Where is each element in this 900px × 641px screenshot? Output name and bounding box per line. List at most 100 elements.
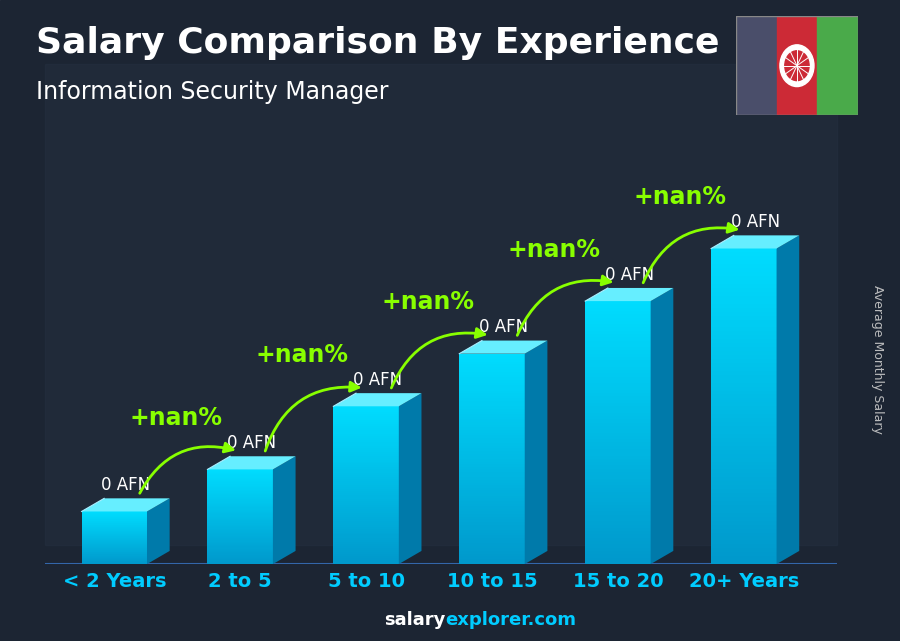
Bar: [711, 355, 777, 359]
Bar: [333, 449, 399, 452]
Text: salary: salary: [384, 612, 446, 629]
Bar: [711, 524, 777, 529]
Bar: [82, 537, 147, 538]
Bar: [585, 445, 651, 449]
Bar: [585, 515, 651, 518]
Bar: [459, 530, 525, 533]
Bar: [207, 558, 273, 560]
Bar: [585, 558, 651, 561]
Bar: [585, 492, 651, 495]
Bar: [817, 16, 858, 115]
Bar: [459, 559, 525, 562]
Bar: [207, 486, 273, 487]
Bar: [82, 520, 147, 521]
Bar: [333, 560, 399, 562]
Bar: [711, 537, 777, 540]
Bar: [333, 414, 399, 416]
Bar: [82, 562, 147, 563]
Text: Salary Comparison By Experience: Salary Comparison By Experience: [36, 26, 719, 60]
Bar: [207, 475, 273, 476]
Bar: [333, 529, 399, 531]
Bar: [459, 493, 525, 495]
Bar: [585, 554, 651, 558]
Bar: [207, 519, 273, 520]
Bar: [82, 560, 147, 561]
Bar: [711, 367, 777, 370]
Bar: [333, 465, 399, 467]
Polygon shape: [333, 393, 421, 406]
Bar: [207, 560, 273, 562]
Bar: [333, 511, 399, 513]
Text: +nan%: +nan%: [256, 343, 348, 367]
Text: explorer.com: explorer.com: [446, 612, 577, 629]
Bar: [585, 410, 651, 413]
Bar: [585, 544, 651, 547]
Bar: [459, 398, 525, 401]
Bar: [711, 434, 777, 438]
Bar: [82, 538, 147, 539]
Bar: [585, 453, 651, 456]
Bar: [207, 532, 273, 533]
Bar: [585, 416, 651, 419]
Bar: [459, 488, 525, 490]
Bar: [585, 301, 651, 304]
Bar: [82, 532, 147, 533]
Bar: [333, 497, 399, 499]
Bar: [585, 495, 651, 498]
Bar: [711, 462, 777, 465]
Bar: [459, 451, 525, 454]
Bar: [333, 432, 399, 434]
Bar: [82, 536, 147, 537]
Bar: [333, 410, 399, 412]
Bar: [207, 540, 273, 542]
Bar: [207, 528, 273, 529]
Bar: [711, 426, 777, 430]
Bar: [711, 449, 777, 454]
Bar: [333, 467, 399, 469]
Bar: [333, 533, 399, 535]
Bar: [333, 430, 399, 432]
Text: Average Monthly Salary: Average Monthly Salary: [871, 285, 884, 433]
Bar: [711, 458, 777, 462]
Bar: [82, 550, 147, 551]
Bar: [459, 445, 525, 448]
Bar: [82, 555, 147, 556]
Bar: [585, 357, 651, 360]
Bar: [207, 488, 273, 490]
Bar: [711, 390, 777, 394]
Bar: [585, 324, 651, 328]
Bar: [82, 563, 147, 564]
Bar: [459, 369, 525, 372]
Bar: [333, 452, 399, 454]
Bar: [333, 478, 399, 479]
Bar: [333, 454, 399, 456]
Bar: [82, 554, 147, 555]
Bar: [736, 16, 777, 115]
Bar: [585, 535, 651, 538]
Bar: [207, 478, 273, 479]
Bar: [711, 324, 777, 328]
Bar: [711, 359, 777, 363]
Bar: [585, 442, 651, 445]
Bar: [585, 485, 651, 488]
Bar: [333, 479, 399, 481]
Bar: [207, 521, 273, 522]
Bar: [711, 312, 777, 315]
Bar: [333, 552, 399, 554]
Polygon shape: [585, 288, 673, 301]
Bar: [585, 396, 651, 400]
Bar: [711, 351, 777, 355]
Bar: [711, 469, 777, 473]
Polygon shape: [777, 235, 799, 564]
Bar: [459, 428, 525, 430]
Bar: [207, 476, 273, 478]
Bar: [585, 501, 651, 505]
Polygon shape: [207, 456, 295, 469]
Polygon shape: [82, 498, 170, 512]
Bar: [207, 499, 273, 500]
Bar: [207, 487, 273, 488]
Bar: [207, 550, 273, 551]
Bar: [585, 518, 651, 521]
Bar: [585, 347, 651, 351]
Bar: [82, 516, 147, 517]
